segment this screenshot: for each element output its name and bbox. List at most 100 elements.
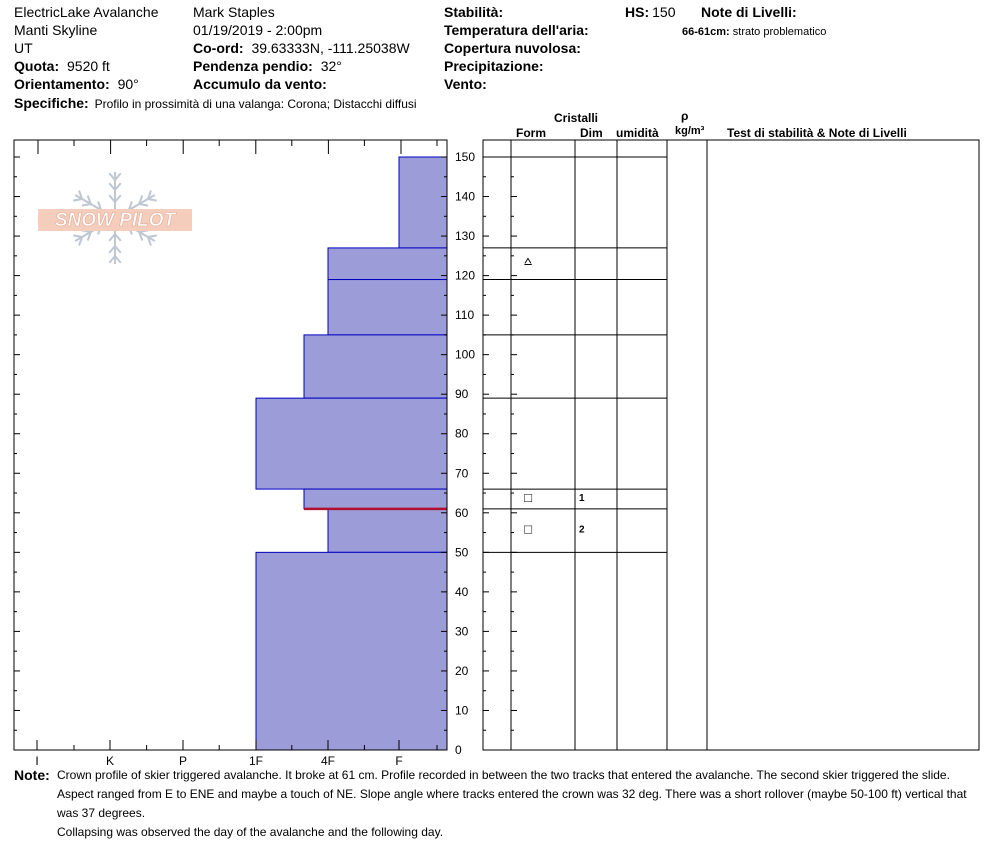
depth-tick-label: 50 (455, 545, 469, 559)
snowflake-branch (108, 172, 116, 181)
depth-tick-label: 80 (455, 427, 469, 441)
specifics-row: Specifiche: Profilo in prossimità di una… (14, 95, 417, 112)
slope-row: Pendenza pendio: 32° (193, 58, 342, 74)
snowflake-branch (127, 201, 133, 211)
snowflake-branch (108, 233, 116, 242)
specifics-label: Specifiche: (14, 95, 89, 111)
snowflake-branch (81, 203, 91, 207)
snowflake-branch (86, 195, 92, 205)
notes-line-2: Aspect ranged from E to ENE and maybe a … (57, 787, 967, 801)
layer-note-range: 66-61cm: (682, 26, 730, 38)
location-name: ElectricLake Avalanche (14, 4, 159, 20)
dim-header: Dim (580, 126, 603, 140)
hardness-tick-label: F (395, 754, 402, 768)
snowflake-branch (78, 190, 84, 200)
layer-id-label: 1 (579, 493, 585, 504)
depth-tick-label: 150 (455, 150, 475, 164)
snowflake-branch (146, 190, 152, 200)
hardness-layer-bar (327, 508, 448, 553)
depth-tick-label: 100 (455, 348, 475, 362)
elevation-value: 9520 ft (67, 58, 110, 74)
stability-notes-header: Test di stabilità & Note di Livelli (727, 126, 907, 140)
depth-tick-label: 120 (455, 269, 475, 283)
depth-tick-label: 130 (455, 229, 475, 243)
coord-value: 39.63333N, -111.25038W (251, 40, 410, 56)
layer-note-row: 66-61cm: strato problematico (682, 24, 826, 40)
aspect-value: 90° (117, 76, 139, 92)
depth-tick-label: 20 (455, 664, 469, 678)
slope-value: 32° (320, 58, 342, 74)
layer-note-text: strato problematico (732, 26, 827, 38)
hardness-layer-bar (255, 551, 448, 751)
depth-tick-label: 110 (455, 308, 474, 322)
density-unit-header: kg/m³ (675, 125, 705, 137)
notes-line-4: Collapsing was observed the day of the a… (57, 825, 444, 839)
observation-datetime: 01/19/2019 - 2:00pm (193, 22, 323, 38)
depth-tick-label: 10 (455, 703, 469, 717)
snowflake-branch (73, 198, 83, 202)
coordinates-row: Co-ord: 39.63333N, -111.25038W (193, 40, 410, 56)
hardness-layer-bar (303, 488, 448, 510)
form-header: Form (516, 126, 546, 140)
wind-loading-label: Accumulo da vento: (193, 76, 327, 92)
observer-name: Mark Staples (193, 4, 275, 20)
hardness-layer-bar (398, 156, 448, 249)
snowpilot-logo: SNOW PILOT (38, 172, 192, 264)
depth-tick-label: 30 (455, 624, 469, 638)
snowflake-branch (138, 231, 144, 241)
snowflake-branch (114, 194, 122, 203)
layer-notes-label: Note di Livelli: (701, 4, 797, 20)
snowflake-branch (86, 231, 92, 241)
hardness-plot-frame (13, 139, 448, 751)
snowflake-branch (108, 194, 116, 203)
depth-tick-label: 140 (455, 190, 475, 204)
snowflake-branch (97, 201, 103, 211)
hardness-tick-label: 1F (249, 754, 263, 768)
snowflake-branch (146, 236, 152, 246)
aspect-row: Orientamento: 90° (14, 76, 139, 92)
snowflake-branch (114, 245, 122, 254)
layer-id-label: 2 (579, 525, 585, 536)
snowflake-branch (114, 233, 122, 242)
depth-tick-label: 0 (455, 743, 462, 757)
depth-tick-label: 70 (455, 466, 469, 480)
snowflake-branch (108, 182, 116, 191)
crystal-form-symbol: □ (524, 522, 532, 537)
hardness-tick-label: P (179, 754, 187, 768)
hardness-layer-bar (255, 397, 448, 490)
elevation-label: Quota: (14, 58, 60, 74)
logo-banner (38, 209, 192, 231)
hardness-tick-label: I (35, 754, 38, 768)
snowflake-branch (108, 245, 116, 254)
hs-label: HS: (625, 4, 650, 20)
logo-text: SNOW PILOT (55, 210, 177, 231)
snowflake-branch (139, 203, 149, 207)
crystal-form-symbol: □ (524, 490, 532, 505)
hardness-layer-bar (327, 279, 448, 336)
rho-header: ρ (681, 109, 689, 123)
crystals-header: Cristalli (554, 111, 599, 125)
notes-label: Note: (14, 767, 50, 783)
notes-line-1: Crown profile of skier triggered avalanc… (57, 768, 950, 782)
depth-tick-label: 60 (455, 506, 469, 520)
snowflake-branch (114, 182, 122, 191)
slope-label: Pendenza pendio: (193, 58, 313, 74)
coord-label: Co-ord: (193, 40, 244, 56)
crystal-form-symbol: ⩟ (524, 253, 532, 268)
stability-label: Stabilità: (444, 4, 504, 20)
sky-cover-label: Copertura nuvolosa: (444, 40, 581, 56)
notes-line-3: was 37 degrees. (57, 806, 146, 820)
hs-value: 150 (652, 4, 676, 20)
precipitation-label: Precipitazione: (444, 58, 544, 74)
hardness-tick-label: 4F (321, 754, 335, 768)
snowflake-branch (147, 198, 157, 202)
air-temp-label: Temperatura dell'aria: (444, 22, 589, 38)
hardness-layer-bar (303, 334, 448, 399)
snowflake-branch (114, 172, 122, 181)
hs-row: HS: 150 (625, 4, 675, 20)
elevation-row: Quota: 9520 ft (14, 58, 110, 74)
area-name: Manti Skyline (14, 22, 98, 38)
snowflake-branch (78, 236, 84, 246)
snowflake-branch (147, 234, 157, 238)
